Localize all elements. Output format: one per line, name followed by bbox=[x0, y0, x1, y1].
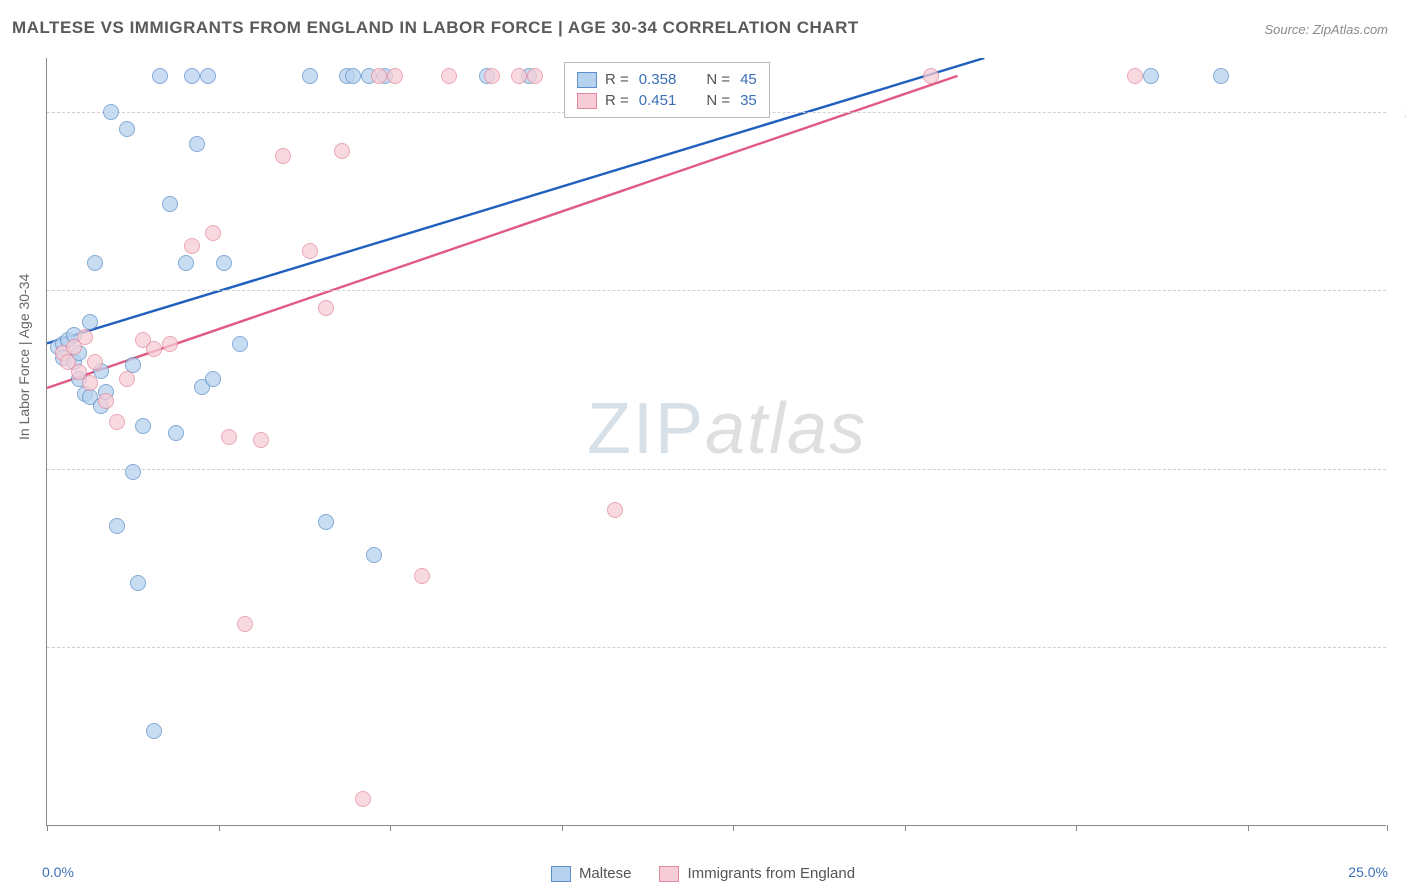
x-tick bbox=[905, 825, 906, 831]
data-point-england bbox=[441, 68, 457, 84]
r-label: R = bbox=[605, 71, 629, 88]
legend-swatch-icon bbox=[577, 93, 597, 109]
data-point-england bbox=[184, 238, 200, 254]
regression-line-maltese bbox=[47, 58, 984, 343]
data-point-england bbox=[87, 354, 103, 370]
data-point-england bbox=[221, 429, 237, 445]
data-point-maltese bbox=[152, 68, 168, 84]
data-point-england bbox=[253, 432, 269, 448]
data-point-maltese bbox=[135, 418, 151, 434]
data-point-maltese bbox=[162, 196, 178, 212]
data-point-england bbox=[511, 68, 527, 84]
data-point-maltese bbox=[130, 575, 146, 591]
watermark-atlas: atlas bbox=[705, 389, 867, 469]
data-point-england bbox=[371, 68, 387, 84]
data-point-maltese bbox=[345, 68, 361, 84]
data-point-maltese bbox=[216, 255, 232, 271]
gridline bbox=[47, 290, 1386, 291]
r-value: 0.451 bbox=[639, 92, 677, 109]
legend-label-maltese: Maltese bbox=[579, 865, 632, 882]
y-tick-label: 80.0% bbox=[1392, 461, 1406, 477]
legend-item-maltese: Maltese bbox=[551, 865, 632, 882]
legend-stat-row-maltese: R = 0.358 N = 45 bbox=[577, 69, 757, 90]
legend-bottom: Maltese Immigrants from England bbox=[0, 865, 1406, 882]
n-value: 35 bbox=[740, 92, 757, 109]
data-point-maltese bbox=[318, 514, 334, 530]
data-point-maltese bbox=[1213, 68, 1229, 84]
data-point-maltese bbox=[109, 518, 125, 534]
data-point-england bbox=[302, 243, 318, 259]
data-point-england bbox=[923, 68, 939, 84]
data-point-england bbox=[334, 143, 350, 159]
data-point-maltese bbox=[178, 255, 194, 271]
legend-stats-box: R = 0.358 N = 45 R = 0.451 N = 35 bbox=[564, 62, 770, 118]
data-point-maltese bbox=[87, 255, 103, 271]
data-point-england bbox=[237, 616, 253, 632]
gridline bbox=[47, 469, 1386, 470]
y-tick-label: 100.0% bbox=[1392, 104, 1406, 120]
x-tick bbox=[219, 825, 220, 831]
source-attribution: Source: ZipAtlas.com bbox=[1264, 22, 1388, 37]
x-tick bbox=[1387, 825, 1388, 831]
legend-stat-row-england: R = 0.451 N = 35 bbox=[577, 90, 757, 111]
y-axis-title: In Labor Force | Age 30-34 bbox=[16, 274, 32, 440]
legend-swatch-icon bbox=[577, 72, 597, 88]
data-point-maltese bbox=[119, 121, 135, 137]
data-point-england bbox=[1127, 68, 1143, 84]
data-point-england bbox=[607, 502, 623, 518]
data-point-england bbox=[82, 375, 98, 391]
r-value: 0.358 bbox=[639, 71, 677, 88]
data-point-maltese bbox=[1143, 68, 1159, 84]
data-point-maltese bbox=[232, 336, 248, 352]
regression-lines-layer bbox=[47, 58, 1386, 825]
data-point-maltese bbox=[200, 68, 216, 84]
data-point-maltese bbox=[125, 464, 141, 480]
data-point-england bbox=[387, 68, 403, 84]
data-point-maltese bbox=[302, 68, 318, 84]
correlation-chart: MALTESE VS IMMIGRANTS FROM ENGLAND IN LA… bbox=[0, 0, 1406, 892]
data-point-maltese bbox=[146, 723, 162, 739]
data-point-maltese bbox=[184, 68, 200, 84]
data-point-england bbox=[146, 341, 162, 357]
data-point-maltese bbox=[366, 547, 382, 563]
x-tick bbox=[390, 825, 391, 831]
data-point-england bbox=[527, 68, 543, 84]
regression-line-england bbox=[47, 76, 958, 388]
x-tick bbox=[562, 825, 563, 831]
data-point-england bbox=[275, 148, 291, 164]
data-point-england bbox=[205, 225, 221, 241]
legend-swatch-maltese bbox=[551, 866, 571, 882]
legend-label-england: Immigrants from England bbox=[687, 865, 855, 882]
x-tick bbox=[47, 825, 48, 831]
legend-item-england: Immigrants from England bbox=[659, 865, 855, 882]
n-label: N = bbox=[706, 71, 730, 88]
n-value: 45 bbox=[740, 71, 757, 88]
data-point-maltese bbox=[205, 371, 221, 387]
x-tick bbox=[1076, 825, 1077, 831]
data-point-england bbox=[109, 414, 125, 430]
chart-title: MALTESE VS IMMIGRANTS FROM ENGLAND IN LA… bbox=[12, 18, 859, 38]
data-point-maltese bbox=[103, 104, 119, 120]
data-point-england bbox=[355, 791, 371, 807]
data-point-england bbox=[119, 371, 135, 387]
data-point-england bbox=[98, 393, 114, 409]
data-point-england bbox=[318, 300, 334, 316]
n-label: N = bbox=[706, 92, 730, 109]
watermark: ZIPatlas bbox=[587, 388, 867, 470]
data-point-england bbox=[414, 568, 430, 584]
data-point-maltese bbox=[189, 136, 205, 152]
data-point-england bbox=[77, 329, 93, 345]
x-tick bbox=[1248, 825, 1249, 831]
watermark-zip: ZIP bbox=[587, 389, 705, 469]
data-point-england bbox=[484, 68, 500, 84]
data-point-england bbox=[162, 336, 178, 352]
legend-swatch-england bbox=[659, 866, 679, 882]
gridline bbox=[47, 647, 1386, 648]
data-point-maltese bbox=[168, 425, 184, 441]
x-tick bbox=[733, 825, 734, 831]
y-tick-label: 70.0% bbox=[1392, 639, 1406, 655]
y-tick-label: 90.0% bbox=[1392, 282, 1406, 298]
r-label: R = bbox=[605, 92, 629, 109]
plot-area: ZIPatlas 70.0%80.0%90.0%100.0% bbox=[46, 58, 1386, 826]
